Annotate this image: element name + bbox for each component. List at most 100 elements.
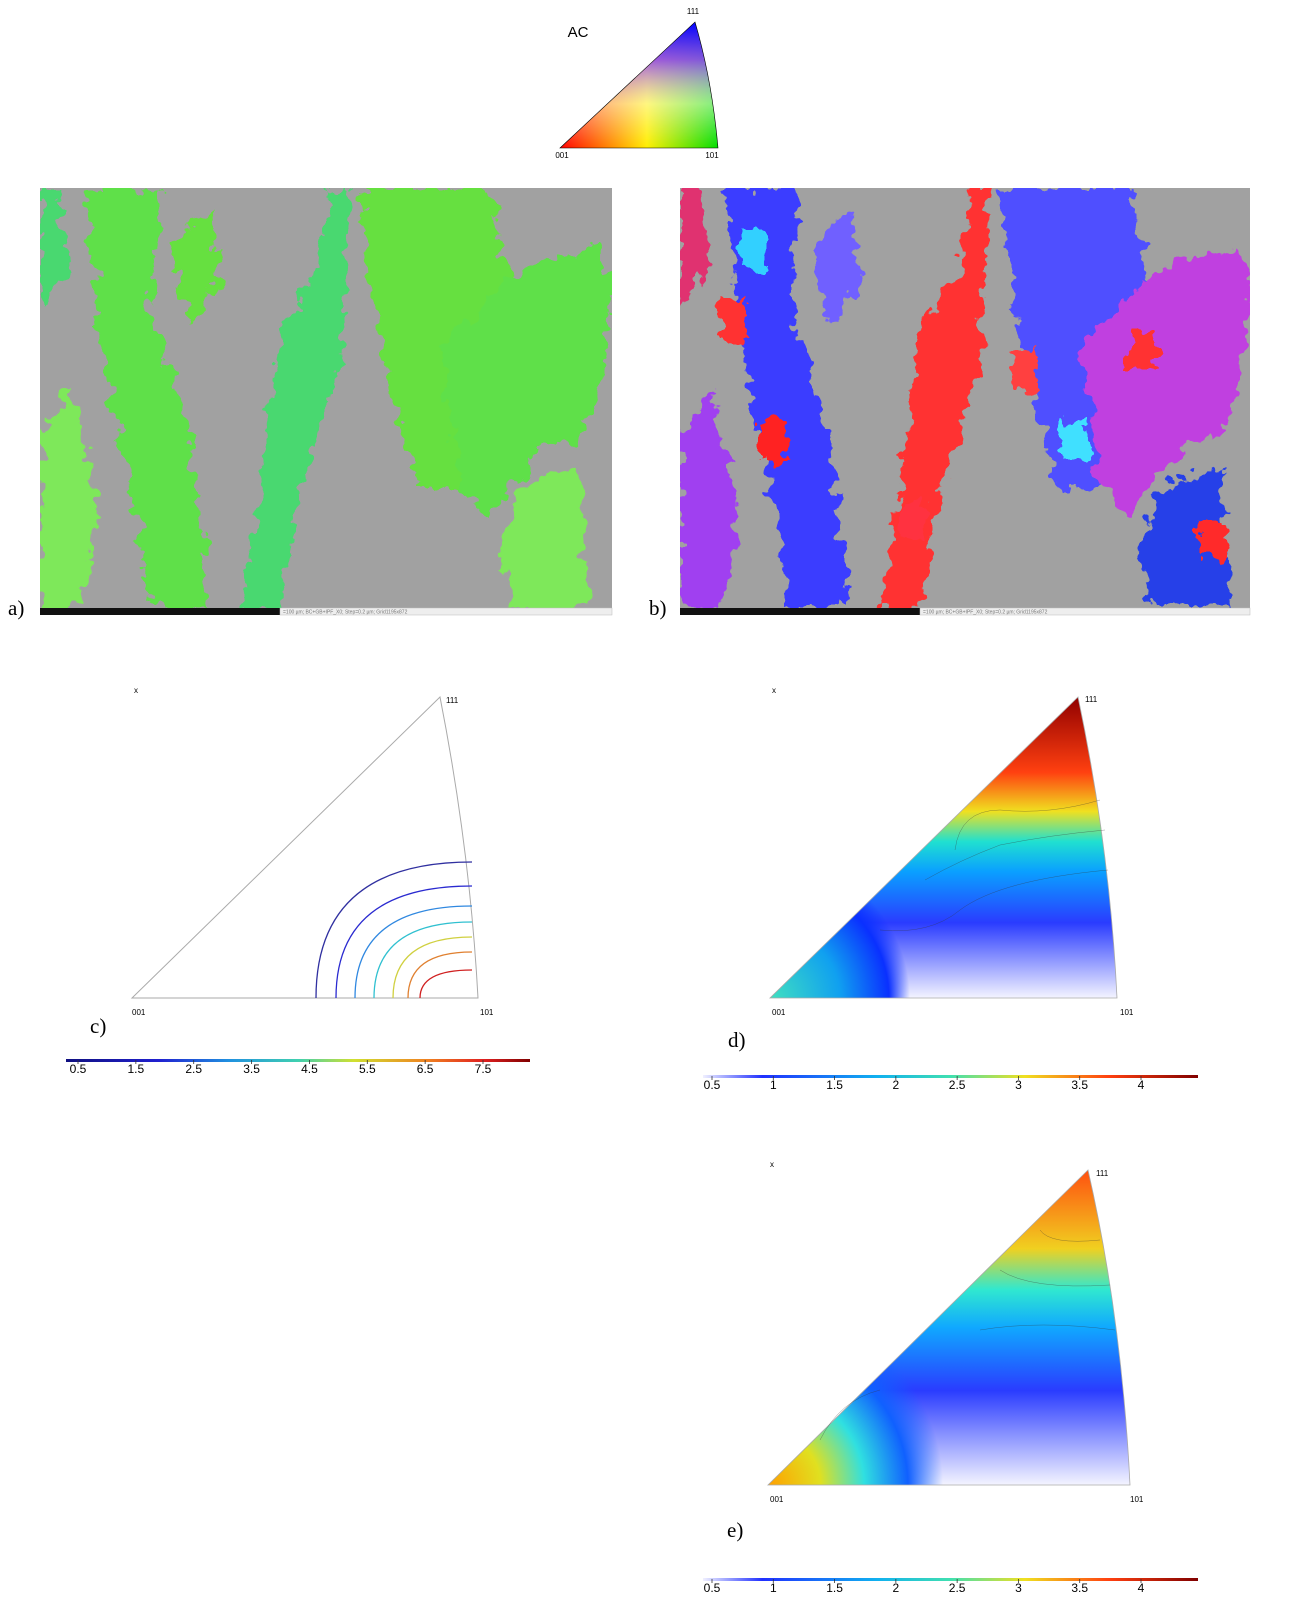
grain-region xyxy=(85,188,210,608)
corner-label: 001 xyxy=(772,1008,786,1017)
contour-line xyxy=(419,969,473,999)
colorbar-label: 3 xyxy=(1015,1078,1022,1092)
ipf-triangle xyxy=(130,695,479,999)
grain-region xyxy=(680,388,740,608)
corner-label: 111 xyxy=(1096,1169,1109,1178)
colorbar-label: 3 xyxy=(1015,1581,1022,1595)
grain-patch xyxy=(1130,330,1156,370)
panel-label: d) xyxy=(728,1028,746,1052)
grain-region xyxy=(170,208,220,328)
colorbar-label: 4 xyxy=(1138,1078,1145,1092)
colorbar-label: 2.5 xyxy=(949,1078,966,1092)
key-corner: 101 xyxy=(705,151,719,160)
grain-patch xyxy=(760,420,786,460)
colorbar xyxy=(703,1578,1198,1581)
grain-region xyxy=(40,388,100,608)
ipf-d: x 111 001 101 d) xyxy=(703,686,1198,1078)
scale-text: =100 µm; BC+GB+IPF_X0; Step=0.2 µm; Grid… xyxy=(923,609,1048,615)
grain-region xyxy=(40,188,70,308)
colorbar xyxy=(66,1059,530,1062)
colorbar-label: 5.5 xyxy=(359,1062,376,1076)
contours xyxy=(819,1229,1116,1441)
ipf-triangle xyxy=(769,696,1118,999)
grain-regions xyxy=(40,188,612,608)
grain-region xyxy=(440,248,612,518)
contour-line xyxy=(373,921,473,999)
contour-line xyxy=(392,936,473,999)
corner-label: 101 xyxy=(480,1008,494,1017)
corner-label: 101 xyxy=(1130,1495,1144,1504)
colorbar-label: 4 xyxy=(1138,1581,1145,1595)
axis-label: x xyxy=(134,686,138,695)
key-title: AC xyxy=(568,24,589,41)
colorbar-label: 3.5 xyxy=(1071,1581,1088,1595)
scale-strip xyxy=(279,607,613,616)
axis-label: x xyxy=(770,1160,774,1169)
key-overlay xyxy=(559,21,719,149)
scale-strip xyxy=(919,607,1251,616)
ipf-c: x 111 001 101 c) xyxy=(66,686,530,1062)
grain-region xyxy=(680,188,710,308)
colorbar-label: 1.5 xyxy=(128,1062,145,1076)
panel-label: e) xyxy=(727,1518,743,1542)
grain-patch xyxy=(740,230,766,270)
colorbar-label: 1 xyxy=(770,1078,777,1092)
colorbar-label: 6.5 xyxy=(417,1062,434,1076)
colorbar-label: 1.5 xyxy=(826,1078,843,1092)
corner-label: 001 xyxy=(770,1495,784,1504)
ipf-e: x 111 001 101 e) xyxy=(703,1160,1198,1581)
grain-region xyxy=(240,188,350,608)
colorbar-label: 2.5 xyxy=(185,1062,202,1076)
colorbar-label: 3.5 xyxy=(1071,1078,1088,1092)
key-corner: 111 xyxy=(687,7,700,16)
colorbar xyxy=(703,1075,1198,1078)
contours xyxy=(315,861,473,999)
axis-label: x xyxy=(772,686,776,695)
scale-bar xyxy=(680,608,920,615)
colorbar-label: 3.5 xyxy=(243,1062,260,1076)
grain-region xyxy=(810,208,860,328)
scale-bar xyxy=(40,608,280,615)
colorbar-label: 0.5 xyxy=(704,1078,721,1092)
grain-region xyxy=(500,468,590,608)
contours xyxy=(879,799,1109,932)
grain-patch xyxy=(1060,420,1086,460)
panel-label: a) xyxy=(8,596,24,620)
grain-region xyxy=(1080,248,1250,518)
corner-label: 001 xyxy=(132,1008,146,1017)
colorbar-label: 4.5 xyxy=(301,1062,318,1076)
ipf-triangle xyxy=(767,1169,1131,1486)
contour-line xyxy=(407,951,473,999)
map-a xyxy=(40,188,612,608)
corner-label: 111 xyxy=(1085,695,1098,704)
colorbar-label: 1 xyxy=(770,1581,777,1595)
contour-line xyxy=(335,885,473,999)
scale-text: =100 µm; BC+GB+IPF_X0; Step=0.2 µm; Grid… xyxy=(283,609,408,615)
ipf-key: AC 111 001 101 xyxy=(555,7,719,160)
grain-patch xyxy=(720,300,746,340)
colorbar-label: 0.5 xyxy=(70,1062,87,1076)
colorbar-label: 7.5 xyxy=(475,1062,492,1076)
map-b xyxy=(680,188,1250,608)
grain-region xyxy=(1140,468,1230,608)
grain-regions xyxy=(680,188,1250,608)
grain-patch xyxy=(1200,520,1226,560)
key-corner: 001 xyxy=(555,151,569,160)
corner-label: 111 xyxy=(446,696,459,705)
colorbar-label: 1.5 xyxy=(826,1581,843,1595)
colorbar-label: 2.5 xyxy=(949,1581,966,1595)
panel-label: b) xyxy=(649,596,667,620)
panel-label: c) xyxy=(90,1014,106,1038)
corner-label: 101 xyxy=(1120,1008,1134,1017)
contour-line xyxy=(315,861,473,999)
colorbar-label: 2 xyxy=(893,1078,900,1092)
grain-patch xyxy=(900,500,926,540)
colorbar-label: 0.5 xyxy=(704,1581,721,1595)
contour-line xyxy=(354,905,473,999)
grain-region xyxy=(360,188,510,488)
grain-region xyxy=(725,188,850,608)
grain-region xyxy=(1000,188,1150,488)
grain-patch xyxy=(1010,350,1036,390)
colorbar-label: 2 xyxy=(893,1581,900,1595)
